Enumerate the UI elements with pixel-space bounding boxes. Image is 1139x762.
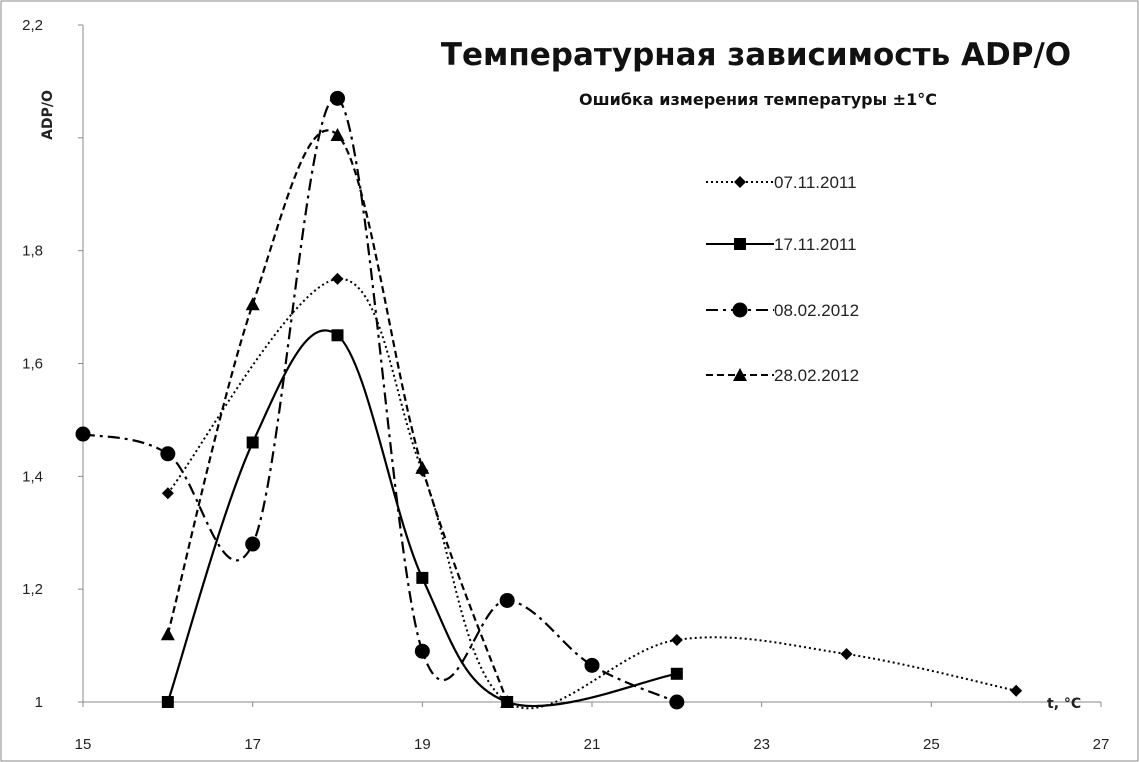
data-point-circle — [75, 426, 91, 442]
data-point-circle — [499, 592, 515, 608]
data-point-diamond — [1010, 684, 1023, 697]
y-tick-label: 1,6 — [22, 356, 43, 373]
series-triangle — [160, 128, 515, 708]
data-point-square — [331, 329, 344, 342]
x-tick-label: 19 — [414, 736, 431, 753]
data-point-square — [161, 696, 174, 708]
data-point-circle — [414, 643, 430, 659]
legend-label: 17.11.2011 — [774, 235, 857, 254]
data-point-triangle — [245, 297, 260, 311]
x-tick-label: 23 — [753, 736, 770, 753]
y-tick-label: 1 — [35, 694, 43, 711]
chart-subtitle: Ошибка измерения температуры ±1°С — [579, 90, 937, 109]
x-tick-label: 25 — [923, 736, 940, 753]
legend-marker-square — [734, 238, 746, 250]
data-point-diamond — [331, 272, 344, 285]
data-point-square — [670, 667, 683, 680]
y-axis-title: ADP/O — [40, 90, 56, 140]
x-tick-label: 15 — [75, 736, 92, 753]
data-point-triangle — [500, 695, 515, 708]
x-tick-label: 21 — [584, 736, 601, 753]
series-line — [166, 329, 677, 708]
data-point-triangle — [415, 460, 430, 474]
data-point-diamond — [840, 648, 853, 661]
x-tick-label: 17 — [244, 736, 261, 753]
data-point-circle — [160, 446, 176, 462]
legend-marker-circle — [732, 302, 748, 318]
data-point-circle — [245, 536, 261, 552]
x-tick-label: 27 — [1093, 736, 1110, 753]
data-point-triangle — [330, 128, 345, 142]
y-tick-label: 1,8 — [22, 243, 43, 260]
series-line — [167, 277, 1017, 710]
legend-marker-triangle — [733, 368, 747, 381]
x-axis-title: t, °C — [1047, 696, 1081, 712]
y-tick-label: 2,2 — [22, 17, 43, 34]
series-line — [82, 97, 678, 704]
series-layer — [75, 90, 1023, 710]
legend-marker-diamond — [734, 176, 746, 188]
data-point-diamond — [670, 633, 683, 646]
data-point-square — [416, 571, 429, 584]
data-point-square — [246, 436, 259, 449]
data-point-circle — [330, 90, 345, 106]
y-tick-label: 1,4 — [22, 468, 43, 485]
legend-label: 28.02.2012 — [774, 366, 859, 385]
y-tick-label: 1,2 — [22, 581, 43, 598]
axes-layer: 15 17 19 21 23 25 27 1 1,2 1,4 1,6 1,8 2,2 — [22, 17, 1109, 753]
data-point-triangle — [160, 627, 175, 641]
series-circle — [75, 90, 685, 710]
legend-label: 08.02.2012 — [774, 301, 859, 320]
legend-layer: 07.11.2011 17.11.2011 08.02.2012 28.02.2012 — [706, 173, 859, 385]
data-point-circle — [669, 694, 685, 710]
data-point-diamond — [161, 487, 174, 500]
legend-label: 07.11.2011 — [774, 173, 857, 192]
chart-title: Температурная зависимость ADP/O — [441, 37, 1071, 73]
data-point-circle — [584, 657, 600, 673]
